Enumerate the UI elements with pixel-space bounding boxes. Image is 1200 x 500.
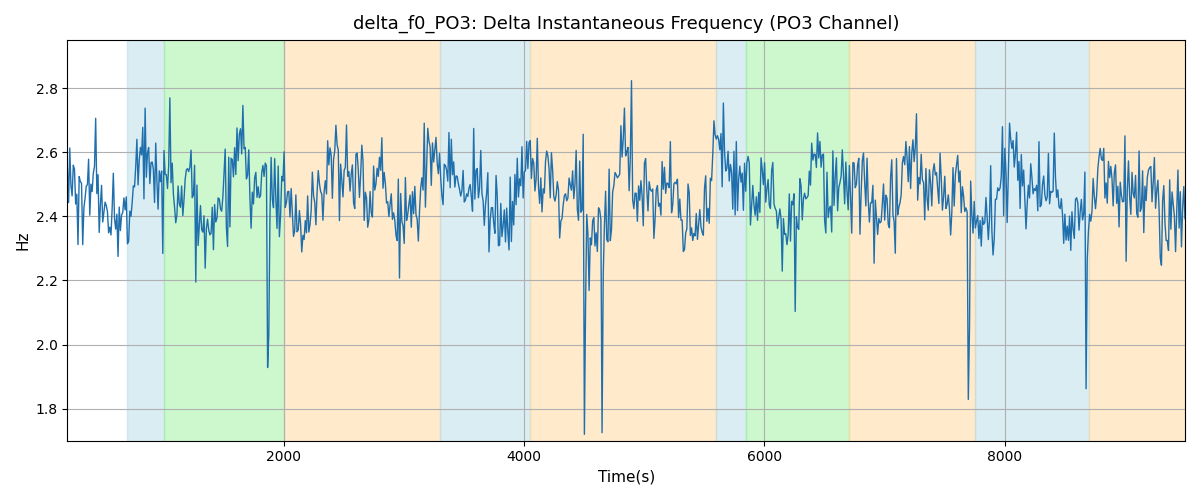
X-axis label: Time(s): Time(s) [598, 470, 655, 485]
Bar [716, 40, 746, 440]
Bar [127, 40, 163, 440]
Bar [283, 40, 440, 440]
Bar [746, 40, 848, 440]
Bar [1088, 40, 1184, 440]
Y-axis label: Hz: Hz [16, 230, 30, 250]
Bar [530, 40, 716, 440]
Bar [848, 40, 974, 440]
Bar [163, 40, 283, 440]
Bar [974, 40, 1088, 440]
Bar [440, 40, 530, 440]
Title: delta_f0_PO3: Delta Instantaneous Frequency (PO3 Channel): delta_f0_PO3: Delta Instantaneous Freque… [353, 15, 900, 34]
